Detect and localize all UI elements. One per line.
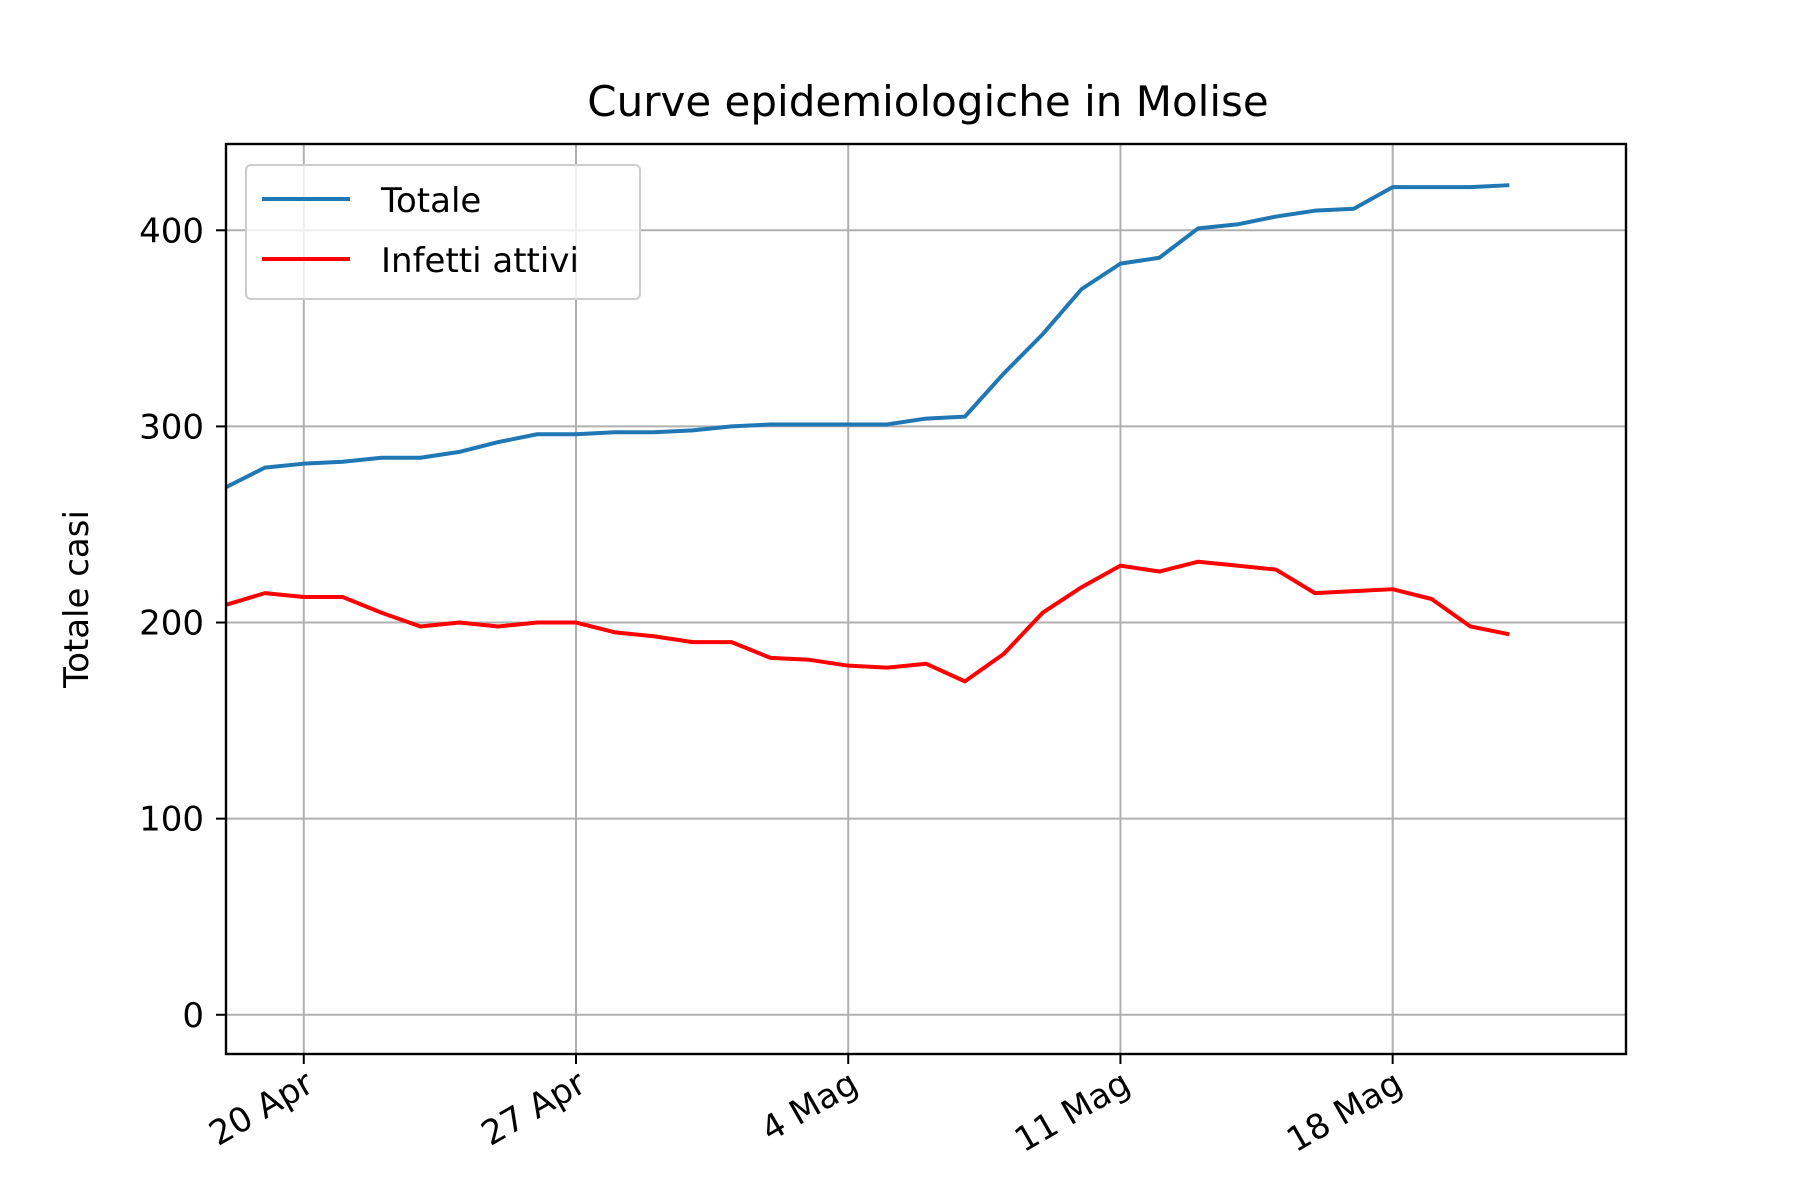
- y-axis-ticks: 0 100 200 300 400: [139, 211, 226, 1036]
- legend-label-infetti-attivi: Infetti attivi: [381, 241, 579, 281]
- legend-label-totale: Totale: [380, 181, 481, 221]
- y-axis-label: Totale casi: [57, 510, 97, 689]
- series-lines: [226, 183, 1510, 684]
- legend: Totale Infetti attivi: [245, 164, 641, 300]
- y-tick-label: 100: [139, 800, 204, 840]
- y-tick-label: 300: [139, 407, 204, 447]
- y-tick-label: 0: [182, 996, 204, 1036]
- y-tick-label: 200: [139, 604, 204, 644]
- series-line-infetti-attivi: [226, 559, 1510, 684]
- series-line-totale: [226, 183, 1510, 489]
- chart-title: Curve epidemiologiche in Molise: [587, 77, 1268, 126]
- plot-frame: [224, 142, 1628, 1056]
- y-tick-label: 400: [139, 211, 204, 251]
